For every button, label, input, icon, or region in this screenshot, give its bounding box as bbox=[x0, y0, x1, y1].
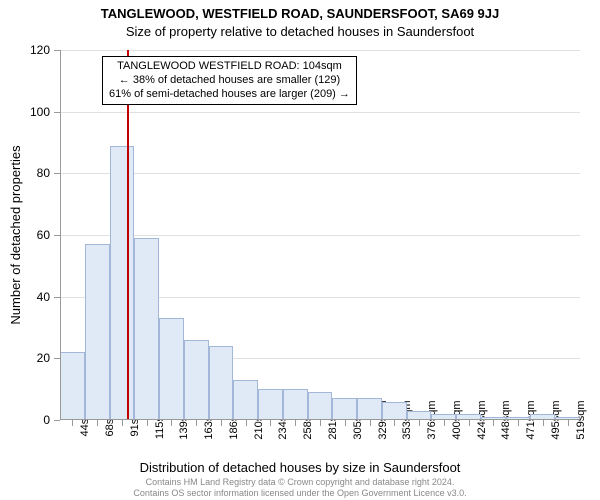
y-tick-label: 100 bbox=[30, 105, 60, 119]
annotation-line: 61% of semi-detached houses are larger (… bbox=[109, 88, 350, 102]
page-title-desc: Size of property relative to detached ho… bbox=[0, 24, 600, 39]
property-marker-line bbox=[127, 50, 129, 420]
y-tick-label: 120 bbox=[30, 43, 60, 57]
histogram-bar bbox=[85, 244, 110, 420]
histogram-bar bbox=[209, 346, 234, 420]
histogram-bar bbox=[357, 398, 382, 420]
histogram-bar bbox=[283, 389, 308, 420]
gridline bbox=[60, 235, 580, 236]
x-axis-label: Distribution of detached houses by size … bbox=[0, 460, 600, 475]
histogram-bar bbox=[134, 238, 159, 420]
y-axis-line bbox=[60, 50, 61, 420]
histogram-bar bbox=[233, 380, 258, 420]
x-tick-label: 471sqm bbox=[518, 400, 537, 439]
histogram-bar bbox=[60, 352, 85, 420]
y-tick-label: 60 bbox=[37, 228, 60, 242]
x-tick-label: 400sqm bbox=[444, 400, 463, 439]
gridline bbox=[60, 112, 580, 113]
x-axis-line bbox=[60, 419, 580, 420]
histogram-plot: 02040608010012044sqm68sqm91sqm115sqm139s… bbox=[60, 50, 580, 420]
gridline bbox=[60, 173, 580, 174]
page-title-address: TANGLEWOOD, WESTFIELD ROAD, SAUNDERSFOOT… bbox=[0, 6, 600, 21]
histogram-bar bbox=[382, 402, 407, 421]
x-tick-label: 448sqm bbox=[493, 400, 512, 439]
histogram-bar bbox=[308, 392, 333, 420]
y-axis-label: Number of detached properties bbox=[8, 145, 23, 324]
footer-line-1: Contains HM Land Registry data © Crown c… bbox=[146, 477, 455, 487]
x-tick-label: 495sqm bbox=[543, 400, 562, 439]
histogram-bar bbox=[258, 389, 283, 420]
histogram-bar bbox=[159, 318, 184, 420]
annotation-box: TANGLEWOOD WESTFIELD ROAD: 104sqm← 38% o… bbox=[102, 56, 357, 105]
histogram-bar bbox=[184, 340, 209, 420]
footer-line-2: Contains OS sector information licensed … bbox=[133, 488, 466, 498]
attribution-footer: Contains HM Land Registry data © Crown c… bbox=[0, 477, 600, 498]
histogram-bar bbox=[110, 146, 135, 420]
annotation-line: ← 38% of detached houses are smaller (12… bbox=[109, 74, 350, 88]
x-tick-label: 424sqm bbox=[469, 400, 488, 439]
x-tick-label: 519sqm bbox=[568, 400, 587, 439]
x-tick-label: 376sqm bbox=[419, 400, 438, 439]
histogram-bar bbox=[332, 398, 357, 420]
y-tick-label: 40 bbox=[37, 290, 60, 304]
y-tick-label: 80 bbox=[37, 166, 60, 180]
y-tick-label: 0 bbox=[43, 413, 60, 427]
gridline bbox=[60, 50, 580, 51]
annotation-line: TANGLEWOOD WESTFIELD ROAD: 104sqm bbox=[109, 60, 350, 74]
y-tick-label: 20 bbox=[37, 351, 60, 365]
